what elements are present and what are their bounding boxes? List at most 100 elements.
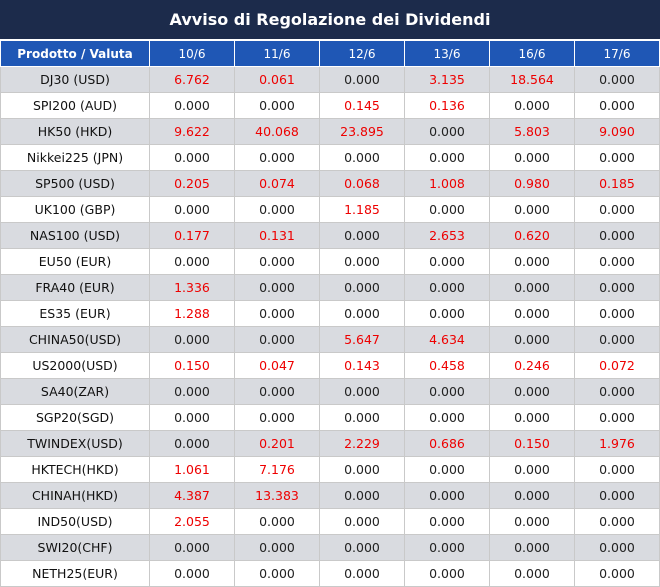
value-cell: 0.000: [574, 560, 660, 587]
column-header-date: 11/6: [234, 40, 320, 67]
value-cell: 6.762: [149, 66, 235, 93]
table-row: FRA40 (EUR) 1.336 0.000 0.000 0.000 0.000 0.00…: [0, 274, 660, 301]
value-cell: 0.000: [489, 300, 575, 327]
value-cell: 0.000: [234, 534, 320, 561]
product-cell: UK100 (GBP): [0, 196, 150, 223]
value-cell: 1.061: [149, 456, 235, 483]
value-cell: 1.336: [149, 274, 235, 301]
value-cell: 9.090: [574, 118, 660, 145]
value-cell: 0.000: [489, 560, 575, 587]
value-cell: 0.201: [234, 430, 320, 457]
value-cell: 0.000: [489, 144, 575, 171]
value-cell: 0.000: [489, 92, 575, 119]
value-cell: 0.000: [489, 534, 575, 561]
value-cell: 0.000: [574, 326, 660, 353]
value-cell: 0.000: [234, 248, 320, 275]
value-cell: 23.895: [319, 118, 405, 145]
table-row: DJ30 (USD) 6.762 0.061 0.000 3.135 18.564 0.00…: [0, 66, 660, 93]
value-cell: 2.055: [149, 508, 235, 535]
value-cell: 0.980: [489, 170, 575, 197]
product-cell: HKTECH(HKD): [0, 456, 150, 483]
value-cell: 1.976: [574, 430, 660, 457]
value-cell: 0.000: [404, 534, 490, 561]
value-cell: 7.176: [234, 456, 320, 483]
table-row: NETH25(EUR) 0.000 0.000 0.000 0.000 0.000 0.00…: [0, 560, 660, 587]
value-cell: 0.000: [404, 196, 490, 223]
value-cell: 0.000: [574, 196, 660, 223]
value-cell: 0.185: [574, 170, 660, 197]
table-row: NAS100 (USD) 0.177 0.131 0.000 2.653 0.620 0.0…: [0, 222, 660, 249]
table-row: IND50(USD) 2.055 0.000 0.000 0.000 0.000 0.000: [0, 508, 660, 535]
product-cell: FRA40 (EUR): [0, 274, 150, 301]
page-title: Avviso di Regolazione dei Dividendi: [0, 0, 660, 40]
value-cell: 0.000: [574, 300, 660, 327]
value-cell: 1.288: [149, 300, 235, 327]
value-cell: 0.000: [404, 378, 490, 405]
value-cell: 0.000: [574, 404, 660, 431]
value-cell: 0.143: [319, 352, 405, 379]
value-cell: 2.653: [404, 222, 490, 249]
value-cell: 0.000: [149, 534, 235, 561]
value-cell: 0.000: [319, 534, 405, 561]
value-cell: 0.246: [489, 352, 575, 379]
table-row: TWINDEX(USD) 0.000 0.201 2.229 0.686 0.150 1.9…: [0, 430, 660, 457]
product-cell: CHINAH(HKD): [0, 482, 150, 509]
product-cell: TWINDEX(USD): [0, 430, 150, 457]
table-row: SP500 (USD) 0.205 0.074 0.068 1.008 0.980 0.18…: [0, 170, 660, 197]
value-cell: 4.387: [149, 482, 235, 509]
value-cell: 0.000: [234, 274, 320, 301]
value-cell: 2.229: [319, 430, 405, 457]
value-cell: 0.136: [404, 92, 490, 119]
value-cell: 0.000: [574, 378, 660, 405]
value-cell: 0.000: [574, 274, 660, 301]
product-cell: NETH25(EUR): [0, 560, 150, 587]
value-cell: 0.000: [319, 404, 405, 431]
value-cell: 0.074: [234, 170, 320, 197]
product-cell: US2000(USD): [0, 352, 150, 379]
value-cell: 0.000: [319, 482, 405, 509]
value-cell: 0.000: [574, 248, 660, 275]
value-cell: 0.000: [149, 326, 235, 353]
value-cell: 0.000: [234, 326, 320, 353]
value-cell: 1.008: [404, 170, 490, 197]
table-row: UK100 (GBP) 0.000 0.000 1.185 0.000 0.000 0.00…: [0, 196, 660, 223]
value-cell: 0.000: [149, 430, 235, 457]
product-cell: ES35 (EUR): [0, 300, 150, 327]
value-cell: 0.000: [574, 534, 660, 561]
product-cell: SWI20(CHF): [0, 534, 150, 561]
product-cell: Nikkei225 (JPN): [0, 144, 150, 171]
value-cell: 4.634: [404, 326, 490, 353]
value-cell: 0.150: [489, 430, 575, 457]
value-cell: 0.000: [404, 248, 490, 275]
value-cell: 0.000: [404, 482, 490, 509]
product-cell: CHINA50(USD): [0, 326, 150, 353]
value-cell: 13.383: [234, 482, 320, 509]
value-cell: 0.072: [574, 352, 660, 379]
value-cell: 0.000: [574, 482, 660, 509]
value-cell: 0.000: [574, 508, 660, 535]
value-cell: 5.803: [489, 118, 575, 145]
value-cell: 0.000: [234, 92, 320, 119]
value-cell: 0.000: [489, 326, 575, 353]
value-cell: 0.000: [234, 144, 320, 171]
table-row: SWI20(CHF) 0.000 0.000 0.000 0.000 0.000 0.000: [0, 534, 660, 561]
product-cell: SA40(ZAR): [0, 378, 150, 405]
value-cell: 0.145: [319, 92, 405, 119]
value-cell: 0.000: [404, 274, 490, 301]
value-cell: 0.000: [404, 118, 490, 145]
value-cell: 0.000: [489, 482, 575, 509]
value-cell: 0.047: [234, 352, 320, 379]
column-header-date: 16/6: [489, 40, 575, 67]
value-cell: 0.620: [489, 222, 575, 249]
table-row: CHINAH(HKD) 4.387 13.383 0.000 0.000 0.000 0.0…: [0, 482, 660, 509]
value-cell: 0.000: [319, 508, 405, 535]
value-cell: 18.564: [489, 66, 575, 93]
value-cell: 0.150: [149, 352, 235, 379]
value-cell: 0.000: [489, 274, 575, 301]
column-header-date: 13/6: [404, 40, 490, 67]
value-cell: 0.458: [404, 352, 490, 379]
value-cell: 0.000: [149, 248, 235, 275]
table-row: SGP20(SGD) 0.000 0.000 0.000 0.000 0.000 0.000: [0, 404, 660, 431]
product-cell: SPI200 (AUD): [0, 92, 150, 119]
value-cell: 0.000: [489, 456, 575, 483]
